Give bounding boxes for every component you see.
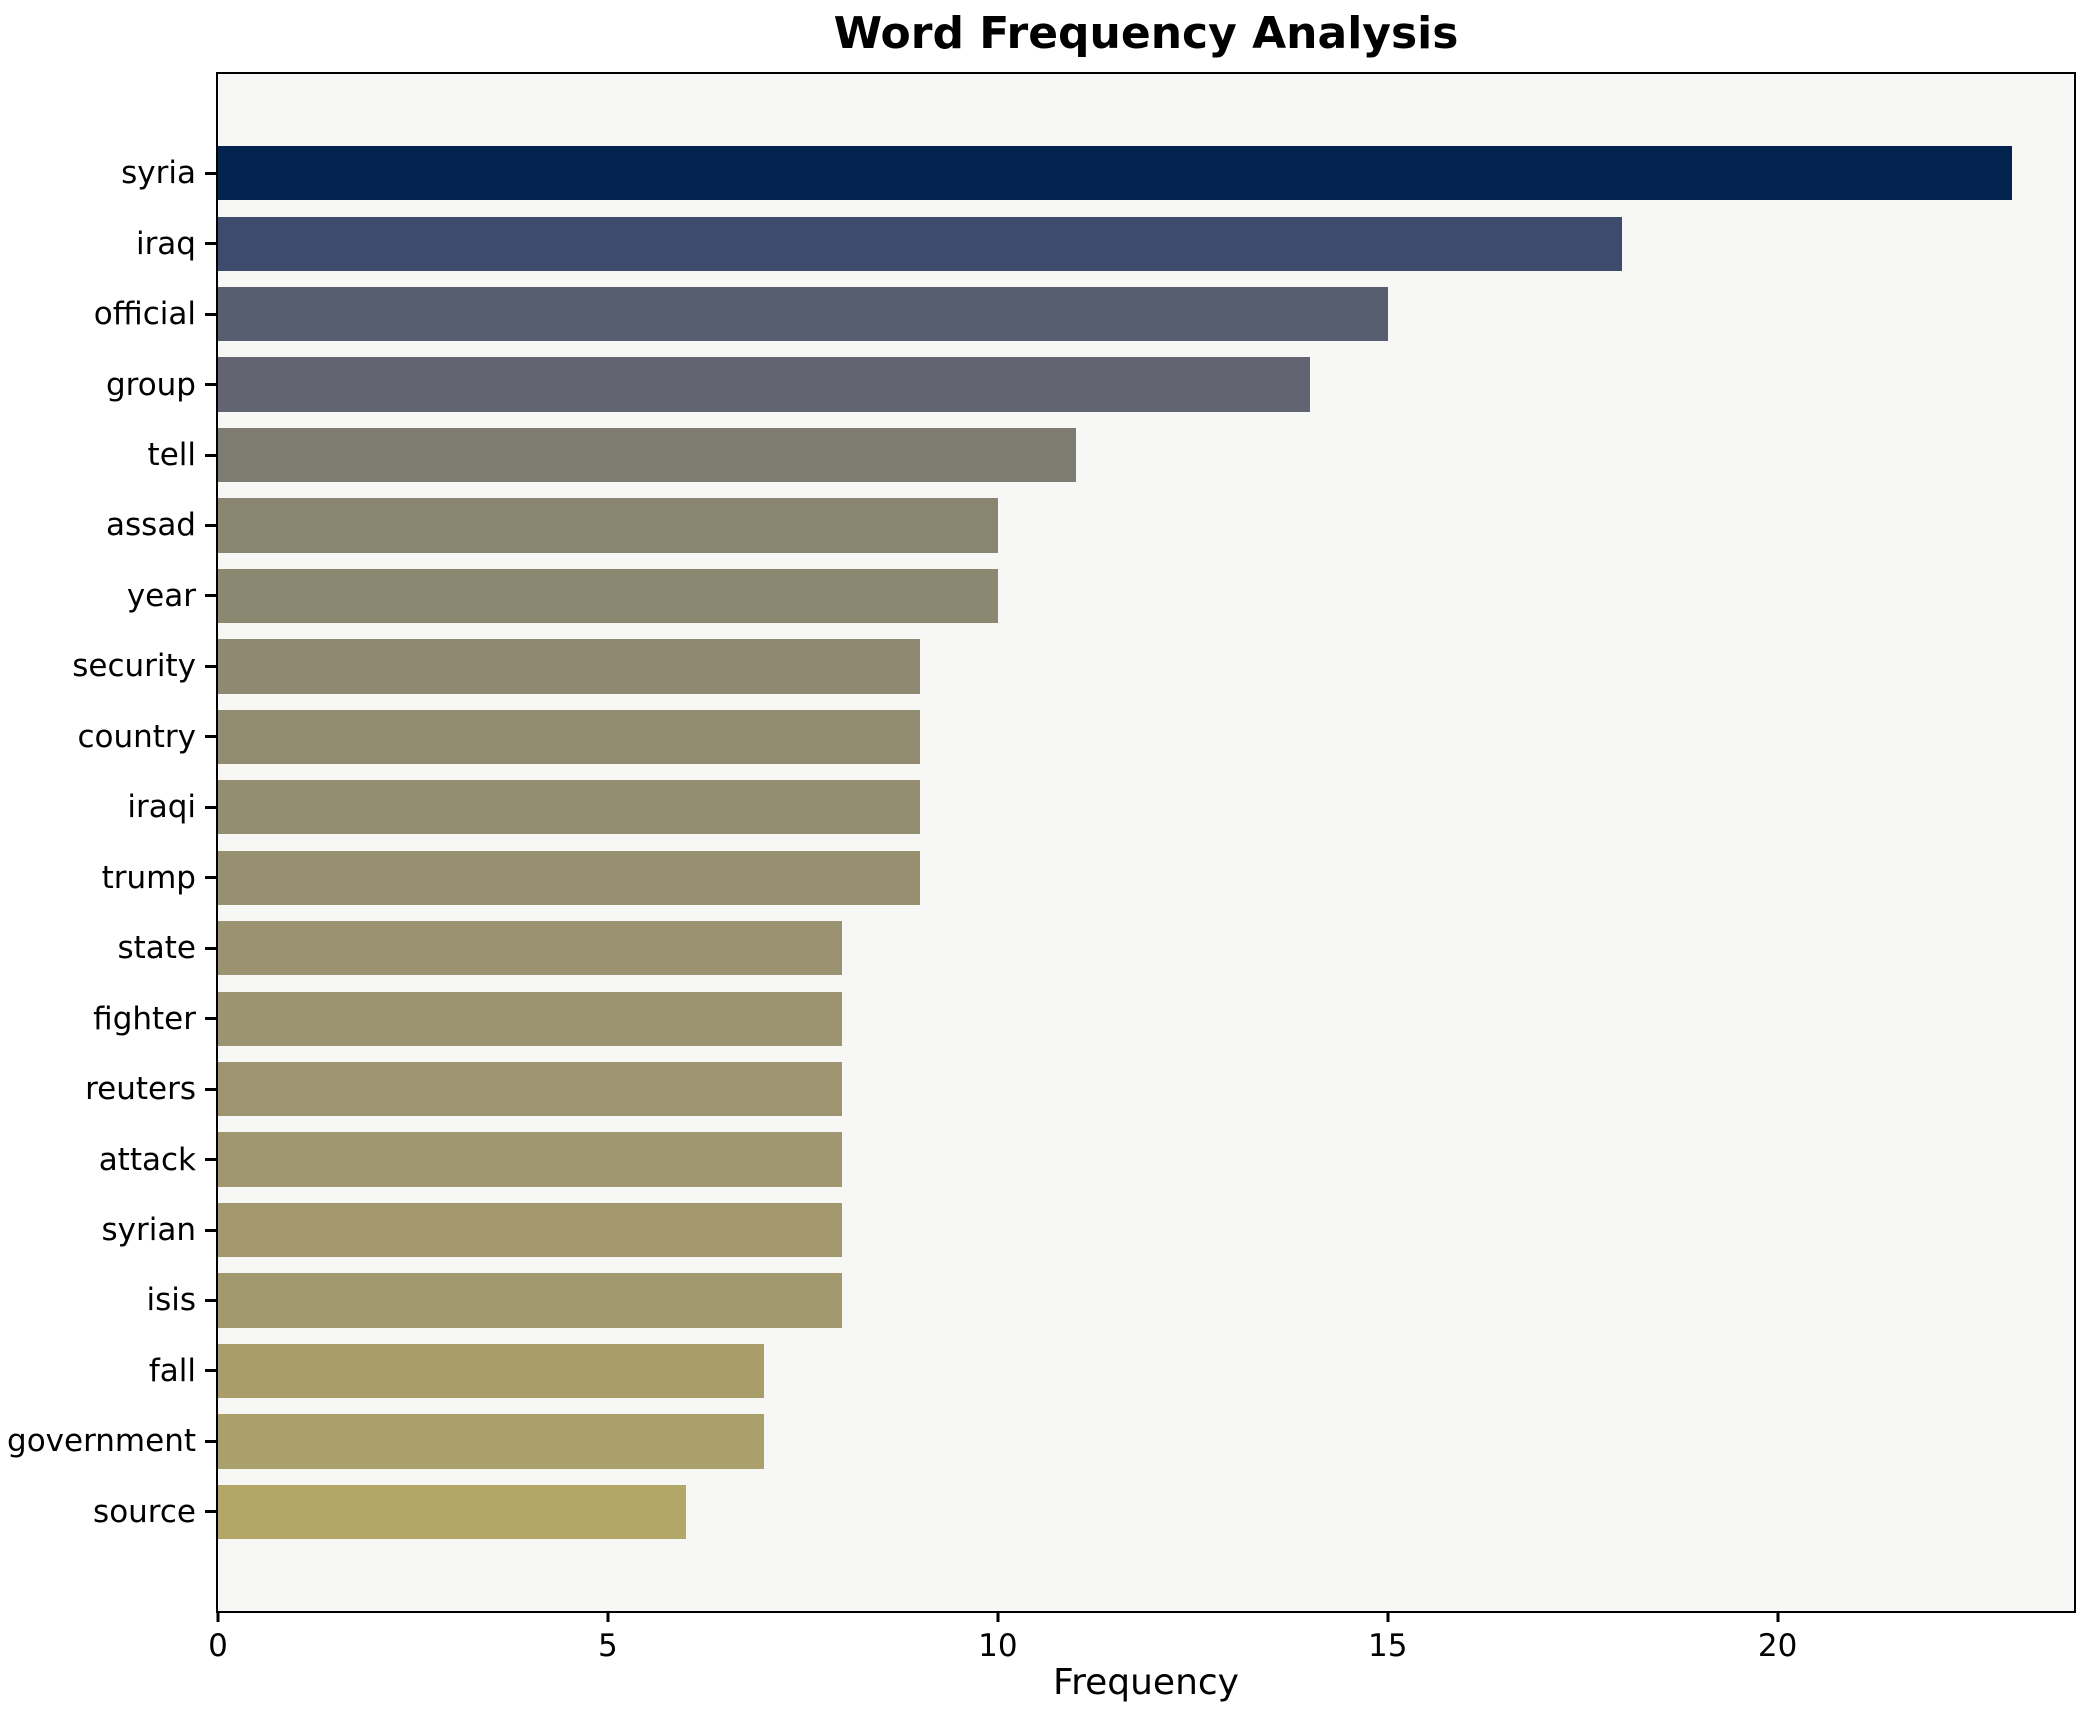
y-tick-iraqi — [205, 805, 216, 809]
plot-area: syria iraq official group tell assad year secur… — [7, 72, 2076, 1664]
bar-row-isis: isis — [146, 1265, 2074, 1335]
y-tick-official — [205, 312, 216, 316]
bar-row-tell: tell — [148, 420, 2074, 490]
bar-row-year: year — [127, 561, 2074, 631]
y-label-fighter: fighter — [93, 1000, 196, 1037]
y-tick-year — [205, 594, 216, 598]
bar-row-attack: attack — [99, 1124, 2074, 1194]
bar-row-state: state — [117, 913, 2074, 983]
x-tick-5 — [606, 1611, 610, 1622]
bar-country — [218, 709, 920, 764]
bar-row-government: government — [7, 1406, 2074, 1476]
y-tick-assad — [205, 523, 216, 527]
bar-tell — [218, 427, 1076, 483]
y-tick-fighter — [205, 1017, 216, 1021]
x-tick-label-0: 0 — [208, 1628, 228, 1664]
bar-syria — [218, 146, 2012, 201]
bar-reuters — [218, 1062, 842, 1117]
bar-fall — [218, 1343, 764, 1399]
x-tick-10 — [996, 1611, 1000, 1622]
bar-government — [218, 1414, 764, 1469]
y-tick-security — [205, 664, 216, 668]
bar-assad — [218, 498, 998, 553]
bar-row-fall: fall — [149, 1336, 2074, 1406]
y-label-country: country — [77, 718, 196, 755]
bar-attack — [218, 1132, 842, 1187]
y-tick-reuters — [205, 1087, 216, 1091]
chart-title: Word Frequency Analysis — [833, 8, 1459, 59]
bar-row-syrian: syrian — [102, 1195, 2074, 1265]
x-tick-label-15: 15 — [1368, 1628, 1408, 1664]
x-tick-label-20: 20 — [1757, 1628, 1798, 1664]
bar-iraqi — [218, 780, 920, 835]
bar-row-security: security — [72, 631, 2074, 701]
y-label-source: source — [93, 1493, 196, 1530]
bar-official — [218, 287, 1388, 342]
bar-group — [218, 357, 1310, 412]
bar-fighter — [218, 991, 842, 1046]
bar-row-official: official — [94, 279, 2074, 349]
x-tick-15 — [1386, 1611, 1390, 1622]
y-tick-source — [205, 1510, 216, 1514]
bar-trump — [218, 850, 920, 905]
bar-row-iraqi: iraqi — [127, 772, 2074, 842]
y-tick-isis — [205, 1298, 216, 1302]
bar-row-reuters: reuters — [85, 1054, 2074, 1124]
bar-source — [218, 1484, 686, 1539]
y-label-trump: trump — [101, 859, 196, 896]
y-label-fall: fall — [148, 1352, 196, 1389]
x-tick-20 — [1776, 1611, 1780, 1622]
bar-row-assad: assad — [106, 490, 2074, 560]
y-tick-group — [205, 383, 216, 387]
bar-row-group: group — [106, 349, 2074, 419]
bars-container: syria iraq official group tell assad year secur… — [7, 138, 2074, 1547]
bar-iraq — [218, 216, 1622, 271]
y-tick-trump — [205, 876, 216, 880]
bar-isis — [218, 1273, 842, 1328]
y-label-tell: tell — [147, 437, 196, 474]
x-axis-label: Frequency — [1053, 1662, 1239, 1703]
y-label-assad: assad — [106, 507, 196, 544]
y-label-group: group — [105, 366, 196, 403]
y-label-syrian: syrian — [101, 1212, 197, 1249]
y-label-year: year — [126, 577, 196, 614]
bar-row-source: source — [93, 1477, 2074, 1547]
y-tick-government — [205, 1439, 216, 1443]
bar-security — [218, 639, 920, 694]
bar-row-country: country — [77, 702, 2074, 772]
y-tick-attack — [205, 1158, 216, 1162]
y-label-iraqi: iraqi — [127, 789, 196, 826]
y-label-attack: attack — [98, 1141, 196, 1178]
y-label-security: security — [72, 648, 196, 685]
x-tick-0 — [216, 1611, 220, 1622]
bar-row-trump: trump — [102, 843, 2074, 913]
bar-row-iraq: iraq — [136, 208, 2074, 278]
bar-state — [218, 921, 842, 976]
y-tick-fall — [205, 1369, 216, 1373]
y-tick-syrian — [205, 1228, 216, 1232]
y-tick-syria — [205, 171, 216, 175]
y-tick-iraq — [205, 242, 216, 246]
bar-syrian — [218, 1202, 842, 1258]
bar-row-fighter: fighter — [93, 983, 2074, 1053]
bar-row-syria: syria — [121, 138, 2074, 208]
y-label-iraq: iraq — [135, 225, 196, 262]
y-tick-tell — [205, 453, 216, 457]
y-label-government: government — [7, 1423, 196, 1460]
x-tick-label-10: 10 — [978, 1628, 1018, 1664]
y-tick-state — [205, 946, 216, 950]
y-label-reuters: reuters — [85, 1071, 196, 1108]
x-tick-label-5: 5 — [598, 1628, 618, 1664]
y-tick-country — [205, 735, 216, 739]
y-label-syria: syria — [121, 155, 196, 192]
y-label-isis: isis — [146, 1282, 196, 1319]
y-label-state: state — [117, 930, 196, 967]
y-label-official: official — [93, 296, 196, 333]
bar-year — [218, 568, 998, 624]
